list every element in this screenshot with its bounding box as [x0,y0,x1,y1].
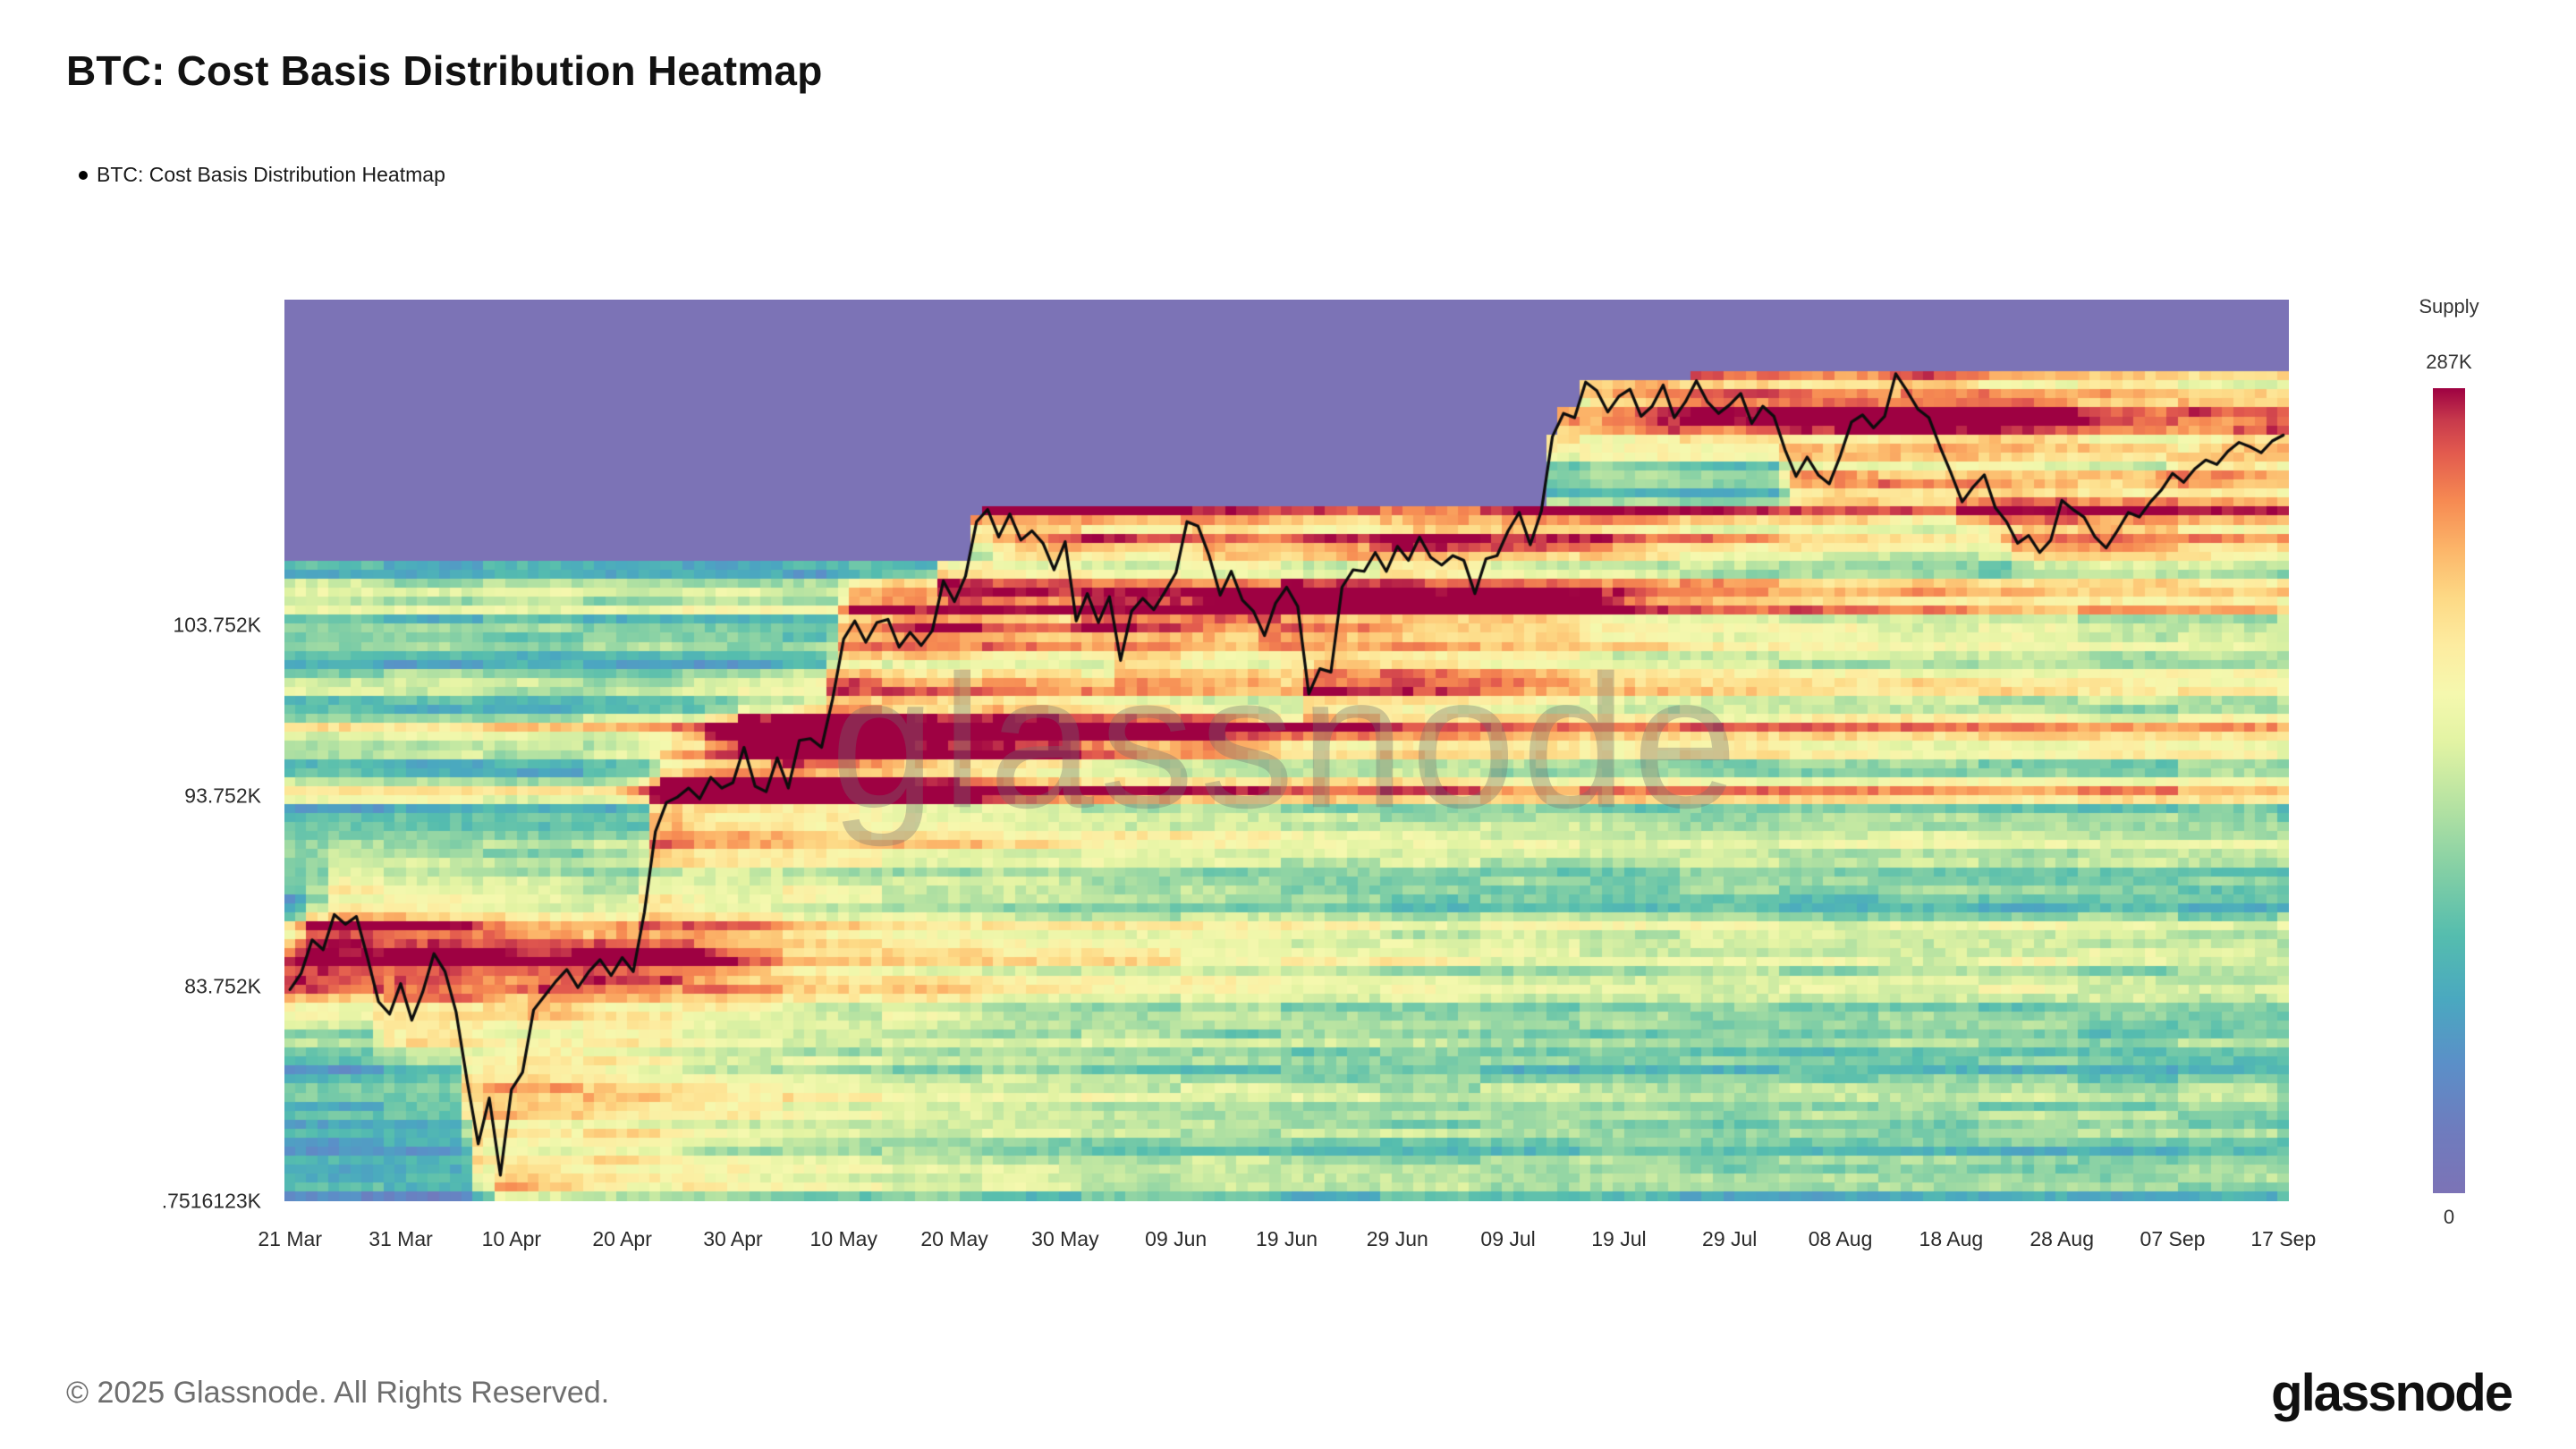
colorbar: Supply 287K 0 [2395,295,2503,1229]
x-tick: 29 Jun [1366,1227,1428,1250]
x-axis: 21 Mar 31 Mar 10 Apr 20 Apr 30 Apr 10 May 20 M… [258,1227,2316,1263]
legend-dot-icon [79,170,88,180]
x-tick: 10 Apr [481,1227,542,1250]
y-tick: 83.752K [184,974,261,998]
x-tick: 17 Sep [2250,1227,2317,1250]
legend-item[interactable]: BTC: Cost Basis Distribution Heatmap [79,163,445,187]
x-tick: 31 Mar [369,1227,433,1250]
heatmap-plot: glassnode [284,300,2289,1201]
x-tick: 10 May [809,1227,877,1250]
x-tick: 21 Mar [258,1227,322,1250]
x-tick: 30 May [1031,1227,1099,1250]
x-tick: 07 Sep [2140,1227,2206,1250]
x-tick: 09 Jun [1145,1227,1208,1250]
x-tick: 20 May [920,1227,988,1250]
y-tick: 93.752K [184,784,261,808]
colorbar-gradient [2433,388,2465,1193]
x-tick: 09 Jul [1480,1227,1536,1250]
y-tick: .7516123K [161,1189,261,1213]
legend-label: BTC: Cost Basis Distribution Heatmap [97,163,445,186]
heatmap-canvas[interactable] [284,300,2289,1201]
x-tick: 19 Jun [1255,1227,1318,1250]
x-tick: 29 Jul [1702,1227,1758,1250]
colorbar-min-label: 0 [2443,1206,2455,1228]
x-tick: 30 Apr [703,1227,763,1250]
x-tick: 28 Aug [2029,1227,2094,1250]
y-tick: 103.752K [173,613,261,637]
x-tick: 18 Aug [1919,1227,1984,1250]
glassnode-logo: glassnode [2271,1364,2513,1422]
page-title: BTC: Cost Basis Distribution Heatmap [66,47,823,94]
copyright: © 2025 Glassnode. All Rights Reserved. [66,1376,610,1410]
colorbar-title: Supply [2419,295,2479,318]
x-tick: 20 Apr [592,1227,652,1250]
x-tick: 08 Aug [1808,1227,1873,1250]
x-tick: 19 Jul [1591,1227,1647,1250]
y-axis: 103.752K 93.752K 83.752K .7516123K [0,300,261,1212]
colorbar-max-label: 287K [2426,351,2472,373]
